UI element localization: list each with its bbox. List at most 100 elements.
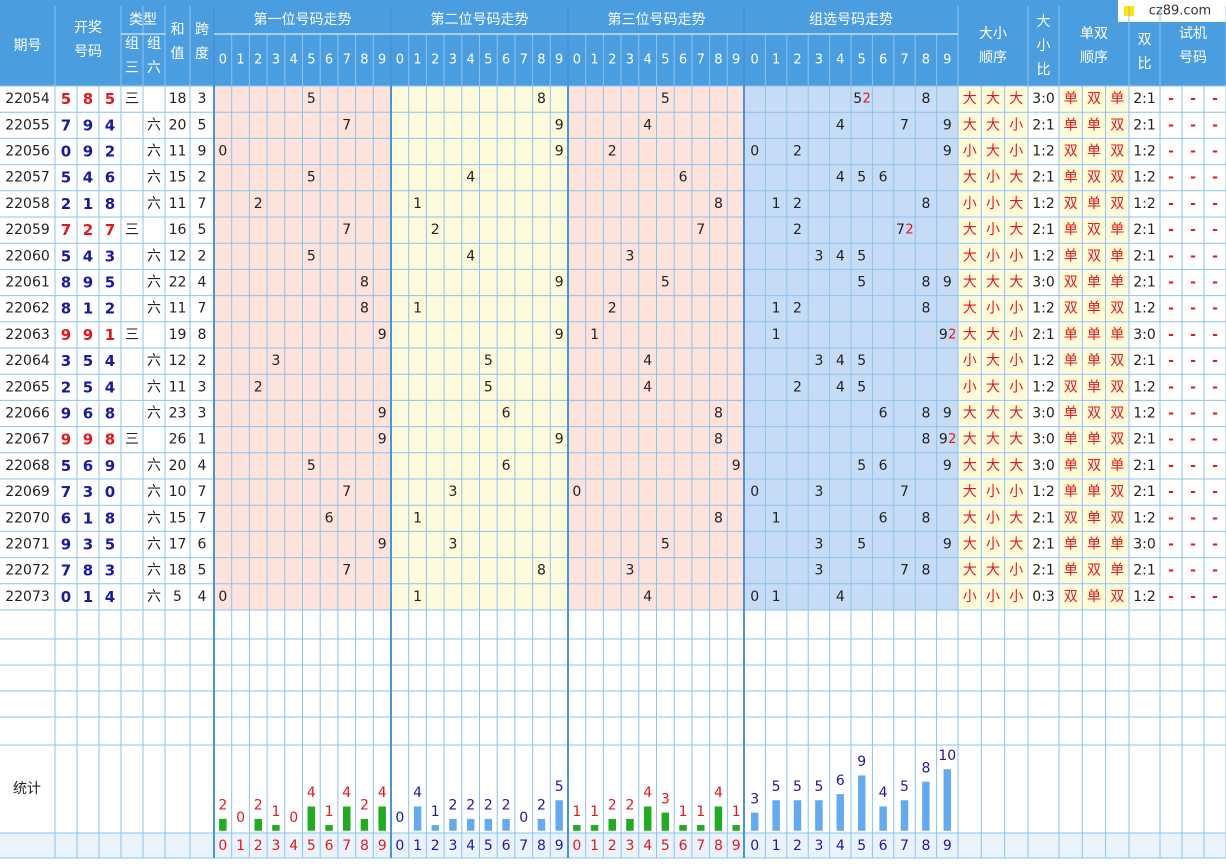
header-digit: 6 [679,53,687,68]
oe-cell-bg [1105,558,1129,583]
header-digit: 7 [900,53,908,68]
oe-cell: 双 [1110,406,1124,422]
oe-cell-bg [1059,218,1083,243]
header-trial: 试机号码 [1179,26,1207,66]
stat-bar [342,805,351,832]
sum-cell: 23 [169,406,187,422]
oe-cell: 单 [1064,458,1078,474]
bs-ratio-cell: 2:1 [1032,537,1055,553]
stat-value: 1 [590,804,599,820]
draw-digit: 4 [105,352,115,370]
stat-value: 1 [325,804,334,820]
bs-cell-bg [1004,349,1028,374]
oe-cell: 双 [1064,275,1078,291]
stat-bar [696,824,705,832]
bs-cell-bg [981,584,1005,609]
stat-value: 9 [857,754,866,770]
group-digit: 3 [814,563,823,579]
draw-digit: 9 [83,431,93,449]
sum-cell: 11 [169,196,187,212]
group-digit: 9 [943,406,952,422]
stat-bar [714,805,723,832]
bs-ratio-cell: 2:1 [1032,563,1055,579]
oe-cell-bg [1059,296,1083,321]
stat-value: 5 [900,779,909,795]
draw-digit: 8 [105,509,115,527]
oe-cell: 单 [1110,458,1124,474]
bs-cell: 小 [986,248,1000,264]
group-digit: 1 [772,510,781,526]
trial-cell: - [1190,589,1196,605]
stat-value: 5 [793,779,802,795]
header-digit: 8 [714,53,722,68]
bs-cell: 小 [1009,248,1023,264]
trial-cell: - [1190,510,1196,526]
group-digit: 3 [814,484,823,500]
stat-value: 2 [502,798,511,814]
bs-cell-bg [1004,506,1028,531]
bs-cell: 小 [1009,589,1023,605]
header-span: 跨度 [195,22,209,62]
stat-value: 1 [679,804,688,820]
period-cell: 22069 [5,484,50,500]
trial-cell: - [1168,510,1174,526]
stat-bar [554,799,564,832]
oe-cell: 单 [1064,222,1078,238]
draw-digit: 9 [83,326,93,344]
oe-cell: 双 [1110,353,1124,369]
draw-digit: 9 [83,143,93,161]
pos-digit: 4 [466,170,475,186]
oe-cell-bg [1082,165,1106,190]
type-g6-cell: 六 [147,379,161,395]
stat-tick: 5 [484,838,493,854]
stats-label: 统计 [13,781,41,797]
span-cell: 4 [198,458,207,474]
bs-cell-bg [958,506,982,531]
oe-ratio-cell: 3:0 [1133,537,1156,553]
span-cell: 2 [198,170,207,186]
oe-cell: 双 [1110,301,1124,317]
pos-digit: 9 [378,432,387,448]
pos-digit: 8 [714,406,723,422]
oe-cell-bg [1082,139,1106,164]
pos-digit: 9 [732,458,741,474]
oe-cell: 双 [1110,432,1124,448]
header-oe-order: 单双顺序 [1080,26,1108,66]
sum-cell: 15 [169,510,187,526]
span-cell: 3 [198,406,207,422]
stat-tick: 4 [643,838,652,854]
header-digit: 6 [325,53,333,68]
period-cell: 22066 [5,406,50,422]
bs-ratio-cell: 2:1 [1032,327,1055,343]
header-digit: 1 [236,53,244,68]
stat-tick: 8 [714,838,723,854]
stat-value: 4 [879,785,888,801]
oe-cell: 单 [1064,537,1078,553]
stat-value: 0 [289,810,298,826]
oe-cell-bg [1082,113,1106,138]
type-g6-cell: 六 [147,589,161,605]
bs-cell-bg [1004,322,1028,347]
oe-cell-bg [1082,401,1106,426]
header-digit: 4 [644,53,652,68]
bs-cell: 大 [1009,170,1023,186]
stat-bar [608,818,617,832]
trial-cell: - [1190,537,1196,553]
draw-digit: 7 [105,221,115,239]
header-digit: 5 [307,53,315,68]
trial-cell: - [1168,248,1174,264]
stat-bar [590,824,599,832]
bs-cell-bg [981,349,1005,374]
type-g6-cell: 六 [147,144,161,160]
oe-cell-bg [1059,453,1083,478]
header-digit: 2 [793,53,801,68]
oe-cell-bg [1082,244,1106,269]
stat-tick: 3 [814,838,823,854]
bs-cell: 大 [1009,537,1023,553]
pos-digit: 8 [537,563,546,579]
oe-cell-bg [1059,244,1083,269]
oe-cell-bg [1105,113,1129,138]
trial-cell: - [1212,432,1218,448]
trial-cell: - [1168,196,1174,212]
oe-ratio-cell: 1:2 [1133,301,1156,317]
